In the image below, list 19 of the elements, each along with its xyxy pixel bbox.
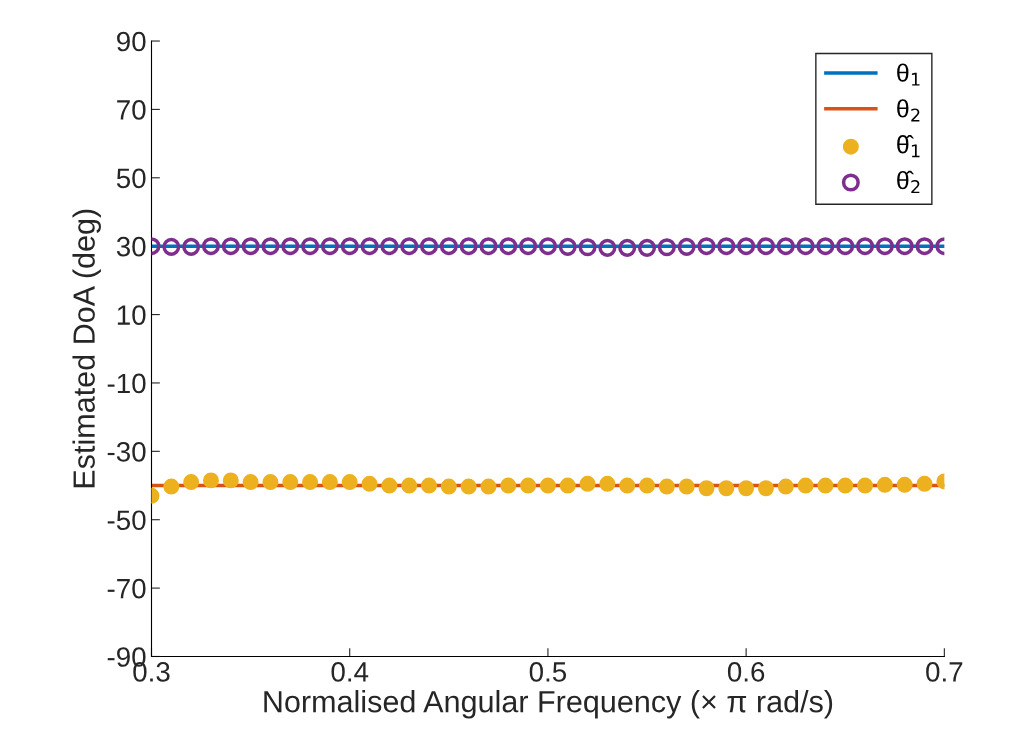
y-tick-label: -70: [107, 578, 146, 599]
y-tick-label: 90: [117, 31, 146, 52]
y-tick-label: -30: [107, 442, 146, 462]
x-axis-title: Normalised Angular Frequency (× π rad/s): [264, 690, 833, 719]
y-tick-label: 10: [117, 305, 146, 325]
x-tick-label: 0.4: [331, 662, 369, 682]
y-tick-label: 50: [116, 168, 146, 189]
y-tick-label: -50: [107, 510, 146, 531]
x-tick-label: 0.6: [727, 662, 765, 682]
x-tick-label: 0.7: [926, 662, 963, 682]
legend-label: θ$_{1}$: [897, 63, 920, 86]
y-tick-label: -10: [107, 373, 146, 394]
y-tick-label: 30: [116, 236, 146, 257]
legend-label: θ̂$_{2}$: [897, 170, 920, 194]
legend-label: θ̂$_{1}$: [897, 135, 920, 158]
y-tick-label: 70: [117, 100, 146, 120]
x-tick-label: 0.5: [529, 662, 567, 682]
y-axis-title: Estimated DoA (deg): [72, 209, 101, 488]
legend-label: θ$_{2}$: [897, 99, 920, 122]
